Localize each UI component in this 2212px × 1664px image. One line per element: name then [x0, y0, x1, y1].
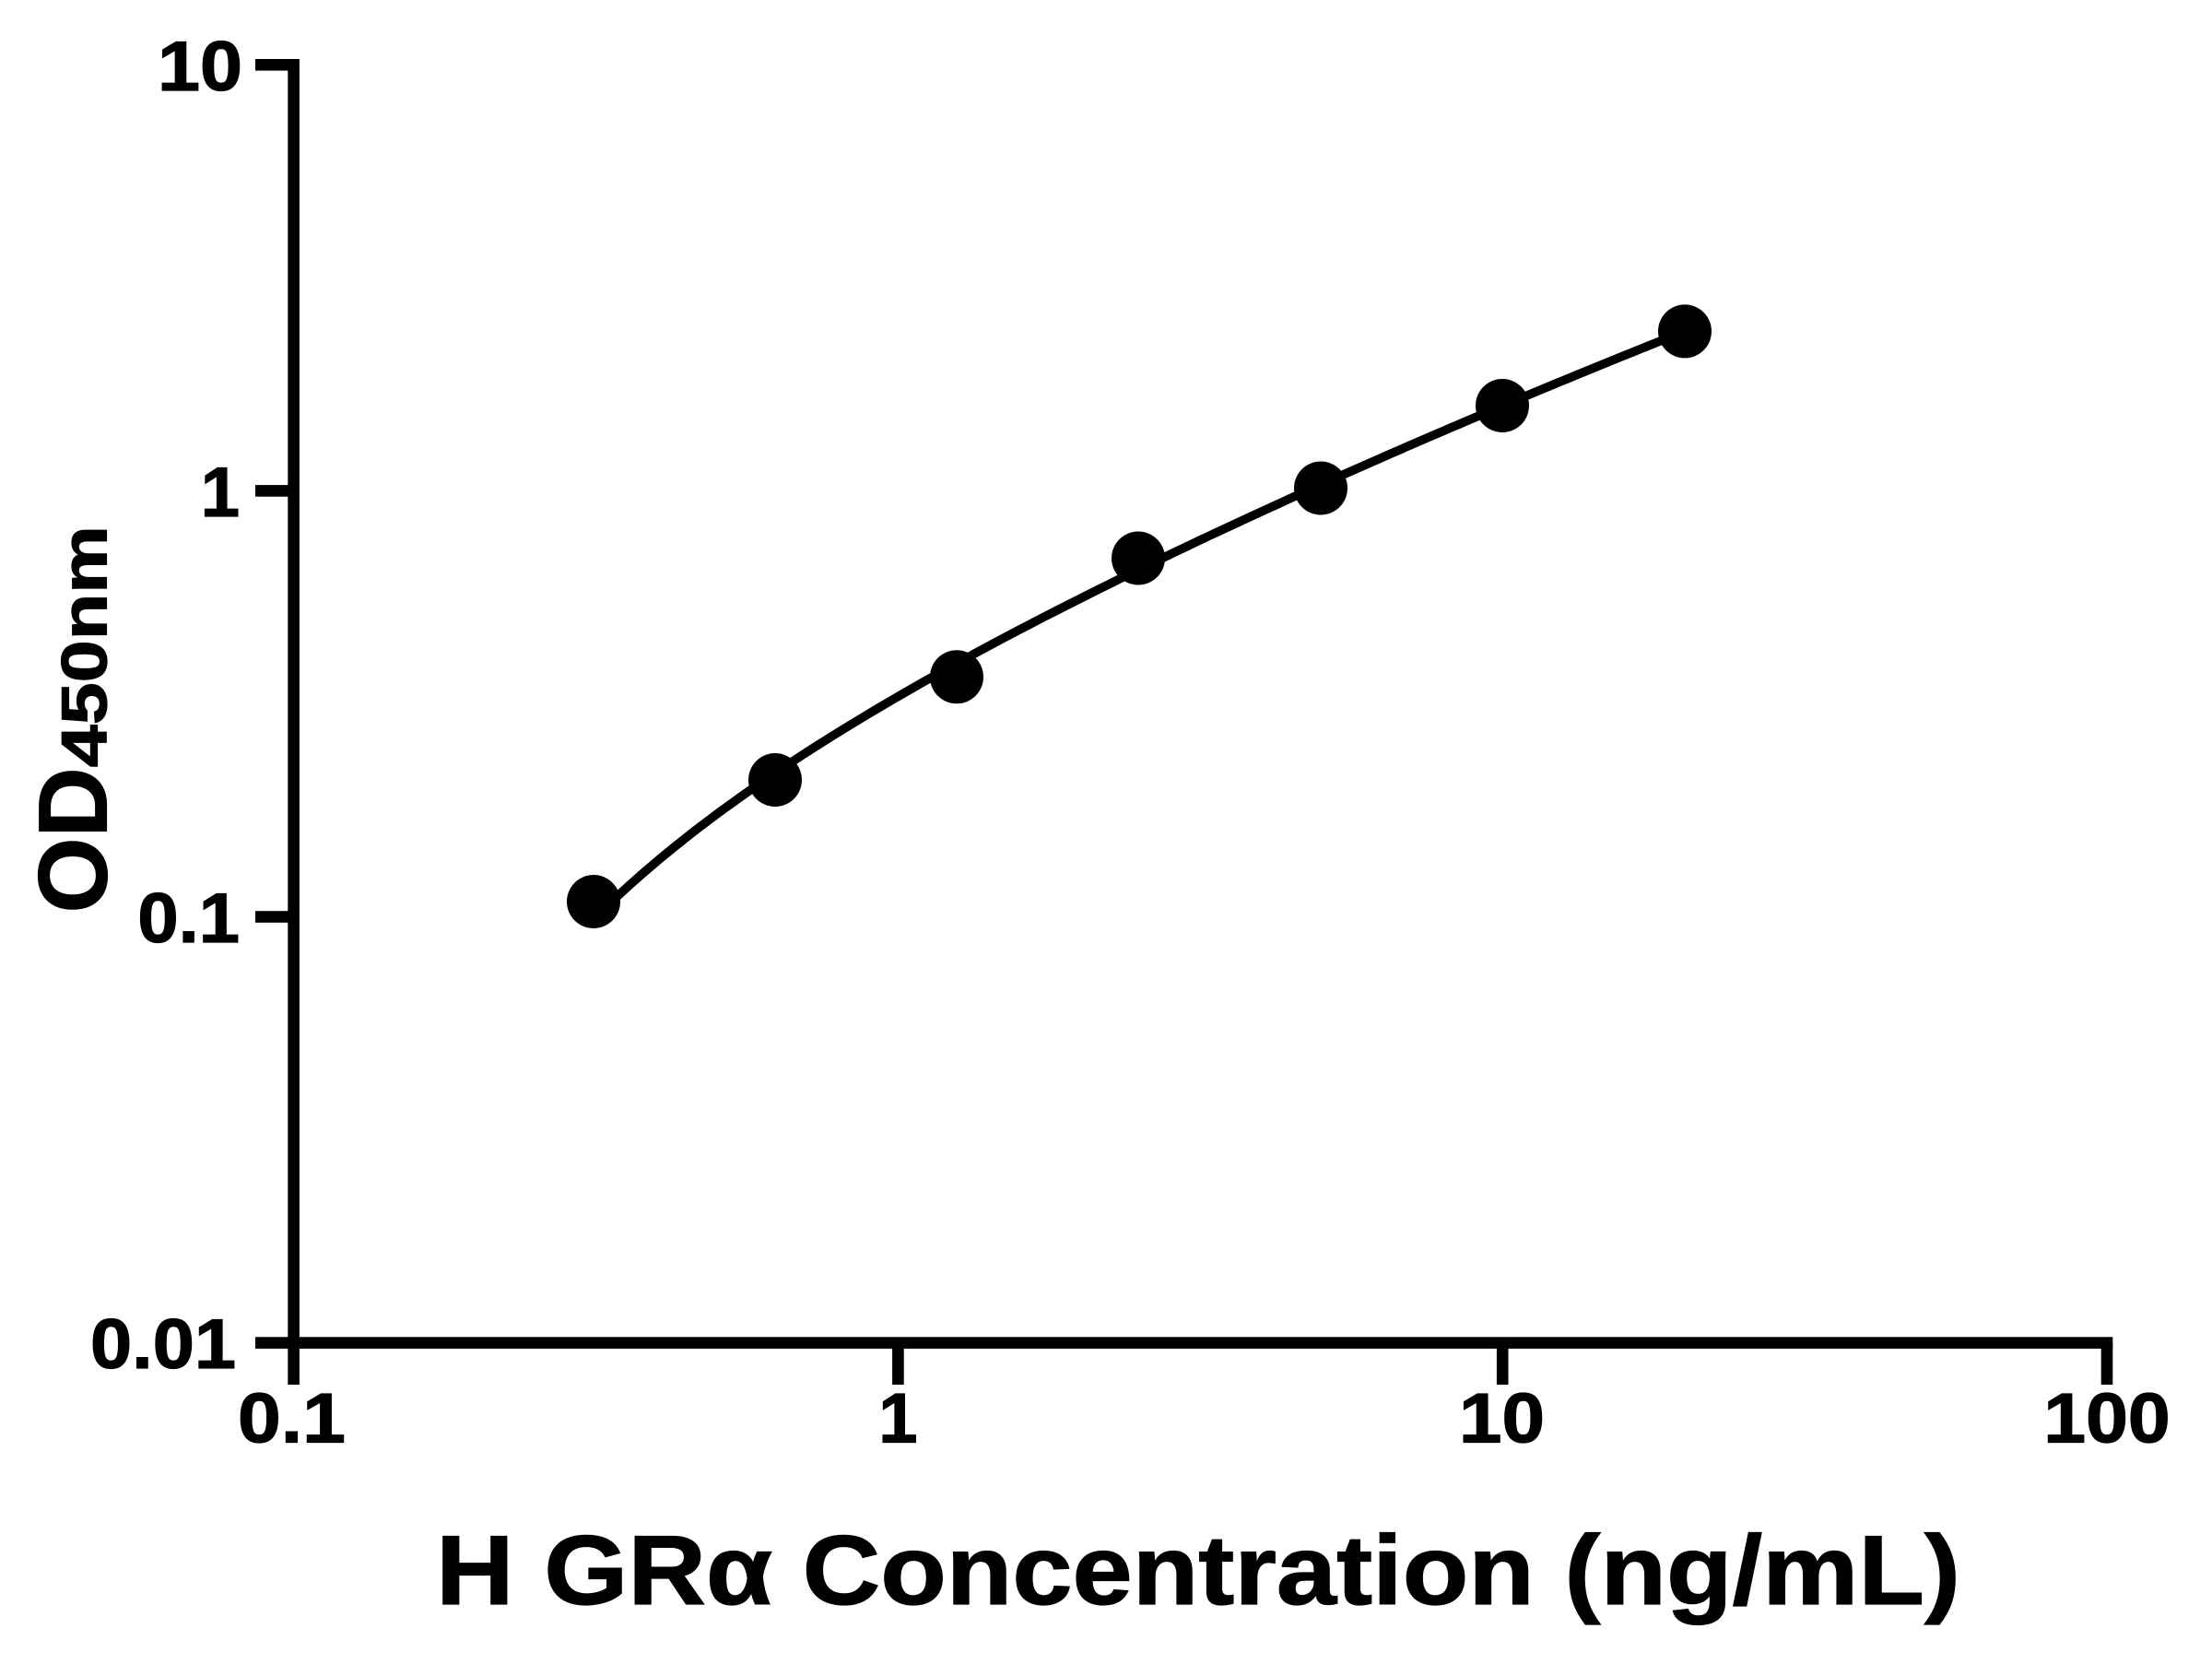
svg-text:H GRα Concentration (ng/mL): H GRα Concentration (ng/mL)	[436, 1515, 1960, 1625]
svg-text:1: 1	[878, 1380, 917, 1458]
svg-text:0.1: 0.1	[238, 1380, 346, 1458]
svg-text:10: 10	[1459, 1380, 1545, 1458]
svg-text:0.1: 0.1	[137, 879, 240, 958]
svg-text:100: 100	[2043, 1380, 2170, 1458]
svg-text:10: 10	[158, 28, 242, 106]
svg-text:1: 1	[201, 454, 240, 532]
svg-text:0.01: 0.01	[90, 1305, 236, 1384]
